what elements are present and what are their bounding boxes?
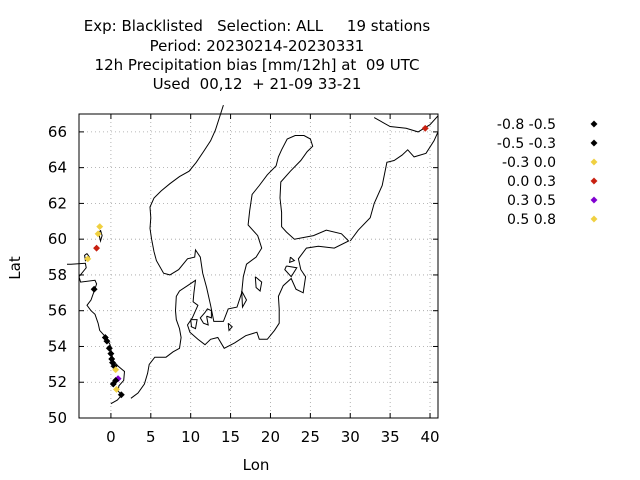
legend: -0.8 -0.5 -0.5 -0.3 -0.3 0.0 0.0 0.3 0.3 0.5… <box>497 117 598 228</box>
coastline-segment <box>254 276 263 292</box>
coastline-segment <box>288 256 296 264</box>
coastline-segment <box>349 131 439 242</box>
plot-frame <box>78 113 439 419</box>
station-points <box>84 124 429 399</box>
grid-lines <box>79 114 438 419</box>
legend-marker <box>590 120 598 128</box>
station-marker <box>84 255 92 263</box>
coastline-segment <box>199 308 212 326</box>
y-tick-label: 64 <box>48 159 67 177</box>
x-tick-label: 40 <box>420 428 439 446</box>
x-axis-label: Lon <box>243 456 270 474</box>
station-marker <box>96 223 104 231</box>
legend-label: -0.8 -0.5 <box>497 117 556 133</box>
station-marker <box>109 380 117 388</box>
coastline-segment <box>67 262 126 405</box>
coastline-segment <box>84 253 91 262</box>
chart-title-line-1: Exp: Blacklisted Selection: ALL 19 stati… <box>83 17 431 35</box>
legend-label: 0.0 0.3 <box>507 174 556 190</box>
axis-ticks: 0 5 10 15 20 25 30 35 40 50 52 54 56 58 60 62 64 66 <box>48 114 440 446</box>
x-tick-label: 20 <box>261 428 280 446</box>
x-tick-label: 15 <box>221 428 240 446</box>
y-tick-label: 66 <box>48 123 67 141</box>
y-tick-label: 50 <box>48 409 67 427</box>
y-axis-label: Lat <box>6 256 24 280</box>
coastline <box>67 104 439 405</box>
legend-marker <box>590 196 598 204</box>
legend-label: 0.5 0.8 <box>507 212 556 228</box>
legend-label: -0.5 -0.3 <box>497 136 556 152</box>
legend-marker <box>590 177 598 185</box>
station-marker <box>105 344 113 352</box>
chart-title-line-3: 12h Precipitation bias [mm/12h] at 09 UT… <box>94 56 420 74</box>
station-marker <box>112 385 121 393</box>
x-tick-label: 5 <box>146 428 156 446</box>
y-tick-label: 54 <box>48 337 67 355</box>
station-marker <box>94 230 102 238</box>
x-tick-label: 30 <box>341 428 360 446</box>
legend-label: -0.3 0.0 <box>502 155 556 171</box>
coastline-segment <box>227 322 233 332</box>
coastline-segment <box>284 265 298 278</box>
station-marker <box>421 124 429 132</box>
station-marker <box>112 366 120 374</box>
legend-marker <box>590 158 598 166</box>
station-marker <box>103 337 111 345</box>
chart-title-line-4: Used 00,12 + 21-09 33-21 <box>152 75 362 93</box>
coastline-segment <box>130 104 350 399</box>
x-tick-label: 25 <box>301 428 320 446</box>
chart-title-line-2: Period: 20230214-20230331 <box>149 37 365 55</box>
coastline-segment <box>373 115 439 133</box>
x-tick-label: 10 <box>181 428 200 446</box>
y-tick-label: 56 <box>48 302 67 320</box>
station-marker <box>92 244 101 252</box>
legend-marker <box>590 215 598 223</box>
legend-marker <box>590 139 598 147</box>
legend-label: 0.3 0.5 <box>507 193 556 209</box>
y-tick-label: 62 <box>48 194 67 212</box>
station-marker <box>90 285 98 293</box>
coastline-segment <box>241 290 248 309</box>
x-tick-label: 35 <box>381 428 400 446</box>
y-tick-label: 52 <box>48 373 67 391</box>
coastline-segment <box>190 319 198 330</box>
y-tick-label: 60 <box>48 230 67 248</box>
station-marker <box>117 391 125 399</box>
x-tick-label: 0 <box>106 428 116 446</box>
y-tick-label: 58 <box>48 266 67 284</box>
station-marker <box>107 350 115 358</box>
